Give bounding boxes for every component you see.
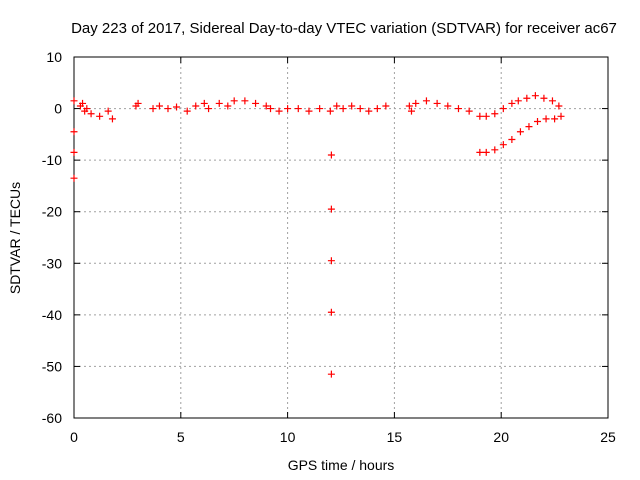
data-point	[327, 205, 335, 213]
data-point	[70, 97, 78, 105]
x-axis: 0 5 10 15 20 25	[70, 57, 616, 445]
data-point	[465, 107, 473, 115]
data-point	[305, 107, 313, 115]
data-point	[534, 117, 542, 125]
data-point	[275, 107, 283, 115]
data-point	[476, 148, 484, 156]
data-point	[516, 128, 524, 136]
y-tick-label: -10	[42, 152, 62, 168]
data-point	[70, 174, 78, 182]
data-point	[200, 99, 208, 107]
x-tick-label: 0	[70, 429, 78, 445]
y-tick-label: -60	[42, 410, 62, 426]
data-point	[224, 102, 232, 110]
data-point	[499, 105, 507, 113]
data-point	[405, 102, 413, 110]
data-point	[87, 110, 95, 118]
data-point	[514, 97, 522, 105]
data-point	[183, 107, 191, 115]
data-points	[70, 92, 565, 378]
data-point	[444, 102, 452, 110]
data-point	[476, 112, 484, 120]
data-point	[326, 107, 334, 115]
data-point	[499, 141, 507, 149]
data-point	[356, 105, 364, 113]
data-point	[164, 105, 172, 113]
data-point	[555, 102, 563, 110]
y-axis: 10 0 -10 -20 -30 -40 -50 -60	[42, 49, 608, 426]
data-point	[205, 105, 213, 113]
data-point	[70, 148, 78, 156]
data-point	[70, 128, 78, 136]
data-point	[327, 308, 335, 316]
data-point	[525, 123, 533, 131]
data-point	[327, 257, 335, 265]
data-point	[96, 112, 104, 120]
y-tick-label: -50	[42, 358, 62, 374]
data-point	[327, 370, 335, 378]
data-point	[422, 97, 430, 105]
x-tick-label: 10	[280, 429, 296, 445]
data-point	[155, 102, 163, 110]
data-point	[491, 110, 499, 118]
data-point	[134, 99, 142, 107]
data-point	[523, 94, 531, 102]
x-tick-label: 20	[493, 429, 509, 445]
data-point	[531, 92, 539, 100]
data-point	[327, 151, 335, 159]
data-point	[348, 102, 356, 110]
data-point	[294, 105, 302, 113]
data-point	[83, 105, 91, 113]
data-point	[491, 146, 499, 154]
data-point	[267, 105, 275, 113]
y-tick-label: -20	[42, 204, 62, 220]
data-point	[215, 99, 223, 107]
data-point	[284, 105, 292, 113]
data-point	[551, 115, 559, 123]
y-tick-label: -40	[42, 307, 62, 323]
y-tick-label: 10	[46, 49, 62, 65]
x-axis-label: GPS time / hours	[288, 457, 395, 473]
data-point	[433, 99, 441, 107]
data-point	[104, 107, 112, 115]
data-point	[412, 99, 420, 107]
data-point	[382, 102, 390, 110]
grid-lines	[74, 57, 608, 418]
y-tick-label: -30	[42, 255, 62, 271]
data-point	[508, 99, 516, 107]
x-tick-label: 5	[177, 429, 185, 445]
data-point	[557, 112, 565, 120]
y-tick-label: 0	[54, 101, 62, 117]
data-point	[482, 112, 490, 120]
data-point	[173, 103, 181, 111]
data-point	[316, 105, 324, 113]
y-axis-label: SDTVAR / TECUs	[7, 182, 23, 294]
x-tick-label: 15	[387, 429, 403, 445]
data-point	[482, 148, 490, 156]
data-point	[542, 115, 550, 123]
data-point	[333, 102, 341, 110]
plot-frame	[73, 56, 609, 419]
data-point	[241, 97, 249, 105]
data-point	[407, 107, 415, 115]
data-point	[108, 115, 116, 123]
data-point	[252, 99, 260, 107]
data-point	[79, 99, 87, 107]
chart-title: Day 223 of 2017, Sidereal Day-to-day VTE…	[71, 20, 617, 37]
data-point	[230, 97, 238, 105]
data-point	[339, 105, 347, 113]
data-point	[540, 94, 548, 102]
data-point	[262, 102, 270, 110]
data-point	[548, 97, 556, 105]
data-point	[149, 105, 157, 113]
x-tick-label: 25	[600, 429, 616, 445]
data-point	[365, 107, 373, 115]
data-point	[508, 136, 516, 144]
data-point	[373, 105, 381, 113]
data-point	[454, 105, 462, 113]
data-point	[192, 102, 200, 110]
